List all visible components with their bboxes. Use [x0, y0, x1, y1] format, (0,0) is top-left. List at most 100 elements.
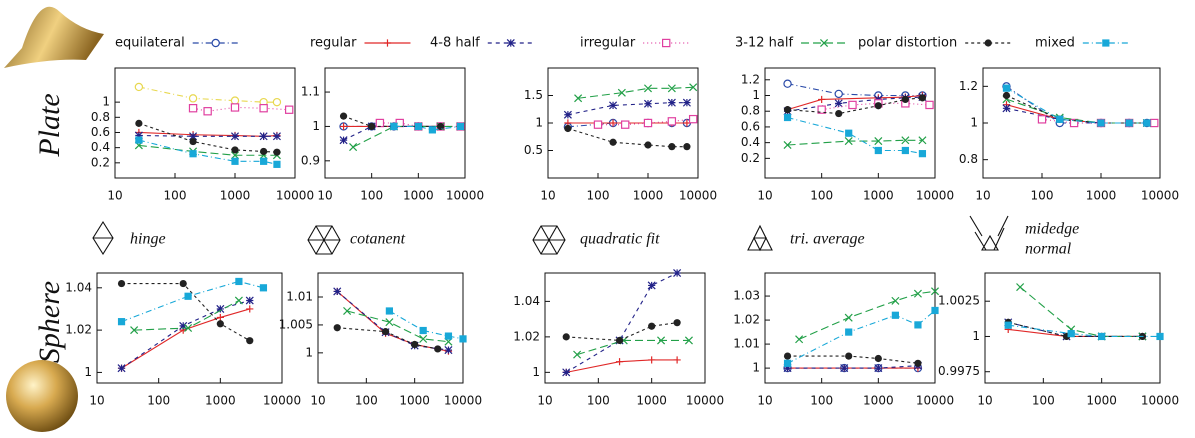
data-point [925, 100, 934, 110]
data-point [117, 364, 126, 373]
data-point [621, 120, 630, 129]
data-point [667, 98, 676, 107]
x-tick-label: 100 [355, 394, 378, 408]
data-point [643, 118, 653, 128]
data-point [647, 281, 656, 290]
data-point [891, 311, 899, 319]
x-tick-label: 1000 [403, 189, 434, 203]
data-point [689, 83, 698, 92]
data-point [834, 89, 843, 99]
plot-frame [764, 67, 936, 179]
data-point [848, 100, 857, 110]
data-point [272, 132, 281, 141]
data-point [134, 82, 144, 92]
data-point [643, 99, 653, 108]
series-line [567, 127, 687, 148]
data-point [390, 122, 398, 131]
plot-frame [984, 272, 1161, 384]
data-point [844, 137, 853, 146]
data-point [817, 105, 826, 114]
data-point [688, 114, 698, 124]
x-tick-label: 1000 [220, 189, 251, 203]
y-tick-label: 1.01 [733, 337, 760, 351]
data-point [235, 277, 243, 286]
x-tick-label: 100 [810, 189, 833, 203]
data-point [874, 137, 883, 146]
data-point [657, 336, 666, 345]
data-point [375, 118, 385, 128]
data-point [648, 322, 656, 330]
plot: 10 100 1000 10000 0.2 0.4 0.60.8 1 1.2 [741, 67, 954, 203]
plot: 10 100 1000 10000 0.8 1 1.2 [959, 67, 1179, 203]
series-line [336, 291, 449, 351]
data-point [272, 97, 282, 107]
data-point [874, 364, 883, 373]
data-point [913, 289, 922, 298]
y-tick-label: 1 [312, 119, 320, 133]
plot: 10 100 1000 10000 1 1.02 1.04 [513, 268, 724, 408]
legend-marker [662, 38, 671, 48]
data-point [130, 326, 139, 335]
x-tick-label: 100 [587, 189, 610, 203]
data-point [1097, 119, 1105, 127]
data-point [844, 313, 853, 322]
data-point [673, 268, 682, 278]
plot: 10 100 1000 10000 0.5 1 1.5 [524, 67, 717, 203]
data-point [840, 364, 849, 373]
series-line [1006, 85, 1147, 124]
y-tick-label: 1 [102, 95, 110, 109]
legend-label: polar distortion [858, 36, 957, 51]
data-point [259, 104, 268, 113]
plot-frame [544, 272, 706, 384]
sphere-surface [6, 360, 78, 432]
y-tick-label: 1.01 [286, 290, 313, 304]
data-point [901, 95, 909, 104]
series-line [787, 310, 936, 364]
x-tick-label: 10000 [916, 189, 954, 203]
legend-label: 3-12 half [735, 36, 793, 51]
y-tick-label: 1 [535, 116, 543, 130]
series-line [566, 359, 678, 373]
legend-label: regular [310, 36, 357, 51]
y-tick-label: 1 [972, 329, 980, 343]
data-point [609, 101, 618, 110]
x-tick-label: 10 [975, 189, 990, 203]
y-tick-label: 1 [84, 365, 92, 379]
data-point [914, 321, 922, 329]
data-point [230, 151, 240, 160]
y-tick-label: 1.04 [513, 294, 540, 308]
data-point [1150, 118, 1159, 128]
data-point [874, 102, 882, 110]
legend-marker [984, 39, 992, 47]
data-point [436, 122, 445, 131]
x-tick-label: 100 [147, 394, 170, 408]
data-point [349, 143, 358, 152]
series-line [567, 102, 687, 116]
x-tick-label: 1000 [863, 394, 894, 408]
data-point [260, 147, 268, 156]
series-line [352, 125, 461, 148]
legend-label: equilateral [115, 36, 185, 51]
column-label: cotanent [350, 231, 406, 248]
y-tick-label: 1 [970, 116, 978, 130]
y-tick-label: 1.2 [959, 79, 978, 93]
data-point [1002, 104, 1011, 113]
x-tick-label: 10 [537, 394, 552, 408]
x-tick-label: 100 [1032, 394, 1055, 408]
legend-label: mixed [1035, 36, 1075, 51]
data-point [918, 150, 927, 158]
y-tick-label: 1.03 [733, 289, 760, 303]
data-point [456, 122, 465, 131]
data-point [135, 136, 143, 144]
data-point [411, 340, 419, 349]
data-point [134, 131, 143, 140]
data-point [574, 94, 583, 103]
data-point [931, 306, 939, 315]
y-tick-label: 0.9 [301, 153, 320, 167]
data-point [333, 287, 342, 296]
data-point [339, 136, 348, 145]
data-point [563, 110, 572, 119]
data-point [259, 132, 268, 141]
data-point [230, 103, 240, 112]
data-point [339, 122, 348, 131]
